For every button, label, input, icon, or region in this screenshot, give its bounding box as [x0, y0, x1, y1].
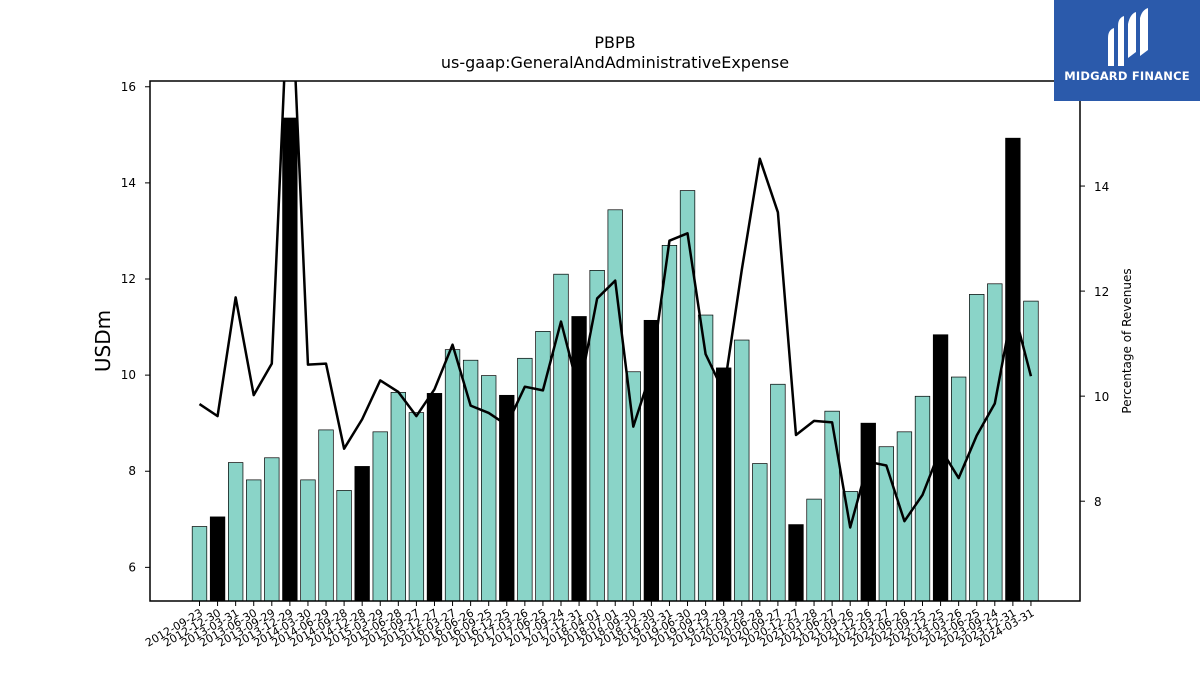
bar-2024-03-31	[1023, 300, 1039, 602]
bar-2012-12-30	[209, 516, 226, 602]
bar-2020-03-29	[734, 339, 750, 602]
y-tick-label: 12	[121, 272, 136, 286]
y-tick-label: 10	[121, 368, 136, 382]
bar-2023-03-26	[950, 376, 967, 602]
bar-2013-03-31	[228, 462, 244, 602]
brand-name: MIDGARD FINANCE	[1064, 69, 1190, 83]
bar-2015-09-27	[408, 412, 425, 602]
bar-2022-06-26	[896, 431, 913, 602]
bar-2013-06-30	[246, 479, 262, 602]
midgard-logo-icon	[1108, 8, 1148, 66]
y2-tick-label: 14	[1094, 180, 1109, 194]
bar-2021-06-27	[824, 410, 840, 602]
bar-2012-09-23	[191, 526, 208, 602]
bar-2020-06-28	[752, 463, 768, 602]
brand-logo: MIDGARD FINANCE	[1054, 0, 1200, 101]
bar-2014-03-30	[300, 479, 316, 602]
bar-2015-06-28	[390, 392, 406, 602]
y2-tick-label: 12	[1094, 285, 1109, 299]
bar-2019-12-29	[716, 367, 732, 602]
y-axis-right: 8 10 12 14	[1080, 180, 1109, 509]
bar-2022-09-25	[914, 395, 931, 602]
bar-2021-03-28	[806, 498, 822, 602]
y2-tick-label: 10	[1094, 390, 1109, 404]
bar-2020-12-27	[788, 524, 804, 602]
bar-2022-03-27	[878, 446, 894, 602]
y-tick-label: 8	[128, 464, 136, 478]
bar-2013-12-29	[282, 117, 298, 602]
bar-2014-12-28	[354, 466, 370, 602]
bar-2021-12-26	[860, 422, 876, 602]
bar-2015-03-29	[372, 431, 388, 602]
bar-2023-12-31	[1005, 137, 1021, 602]
y-tick-label: 16	[121, 80, 136, 94]
bar-2016-09-25	[481, 375, 497, 602]
bar-2016-06-26	[462, 359, 479, 602]
revenue-percentage-line	[198, 81, 1033, 529]
bars	[191, 117, 1039, 602]
y-tick-label: 6	[128, 560, 136, 574]
bar-2016-03-27	[444, 349, 461, 602]
y-axis-label: USDm	[91, 310, 115, 372]
y2-axis-label: Percentage of Revenues	[1120, 268, 1134, 413]
y2-tick-label: 8	[1094, 495, 1102, 509]
bar-2014-09-28	[336, 490, 352, 602]
x-axis: 2012-09-232012-12-302013-03-312013-06-30…	[143, 601, 1036, 650]
bar-2019-06-30	[679, 190, 696, 602]
bar-2019-03-31	[661, 245, 678, 602]
bar-2023-09-24	[987, 283, 1003, 602]
chart-subtitle: us-gaap:GeneralAndAdministrativeExpense	[441, 53, 789, 72]
bar-2019-09-29	[697, 314, 714, 602]
chart-title: PBPB	[594, 33, 635, 52]
bar-2018-09-30	[625, 371, 641, 602]
y-axis-left: 6 8 10 12 14 16	[121, 80, 150, 574]
bar-2013-09-29	[264, 457, 280, 602]
bar-2015-12-27	[426, 393, 443, 602]
bar-2018-07-01	[607, 209, 623, 602]
bar-2020-09-27	[770, 383, 786, 602]
lines	[198, 81, 1033, 529]
bar-2014-06-29	[318, 429, 334, 602]
y-tick-label: 14	[121, 176, 136, 190]
bar-2022-12-25	[932, 334, 949, 602]
